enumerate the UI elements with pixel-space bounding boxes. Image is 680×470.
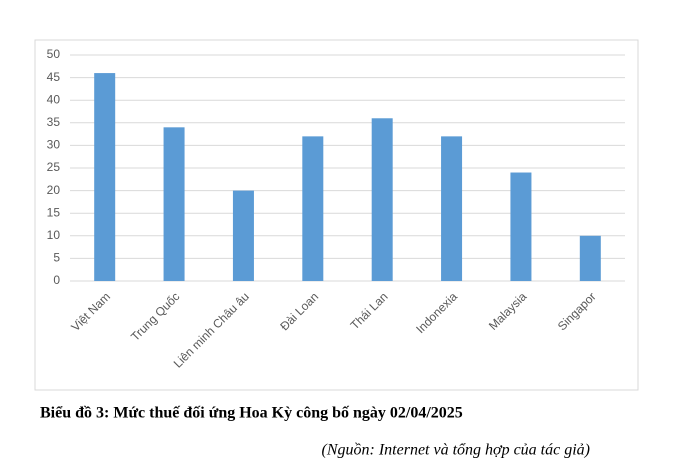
chart-source: (Nguồn: Internet và tổng hợp của tác giả… [322,442,590,459]
bar [441,136,463,281]
y-tick-label: 0 [53,273,60,287]
y-tick-label: 25 [47,160,61,174]
y-tick-label: 15 [47,205,61,219]
bar [302,136,324,281]
bar [579,235,601,281]
bar [232,190,254,281]
bar [163,127,185,281]
y-tick-label: 30 [47,138,61,152]
y-tick-label: 35 [47,115,61,129]
y-tick-label: 10 [47,228,61,242]
y-tick-label: 20 [47,183,61,197]
chart-title: Biểu đồ 3: Mức thuế đối ứng Hoa Kỳ công … [40,405,463,422]
y-tick-label: 45 [47,70,61,84]
chart-frame [34,39,639,391]
bar [94,73,116,281]
y-tick-label: 5 [53,251,60,265]
bar [510,172,532,281]
y-tick-label: 40 [47,92,61,106]
y-tick-label: 50 [47,47,61,61]
bar [371,118,393,281]
